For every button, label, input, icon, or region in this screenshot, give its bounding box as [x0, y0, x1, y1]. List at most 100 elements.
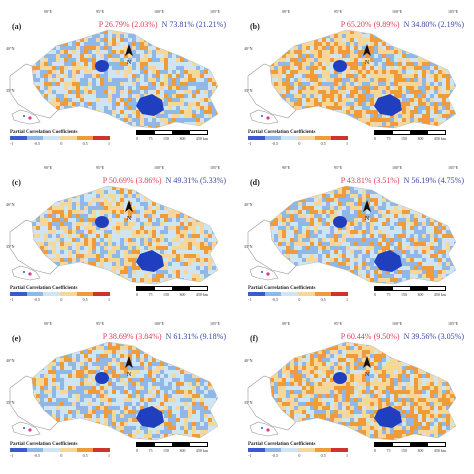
raster-cell — [438, 70, 442, 74]
raster-cell — [322, 102, 326, 106]
raster-cell — [438, 102, 442, 106]
lon-tick: 90°E — [44, 165, 53, 170]
raster-cell — [220, 218, 224, 222]
raster-cell — [458, 226, 462, 230]
raster-cell — [294, 78, 298, 82]
raster-cell — [64, 42, 68, 46]
raster-cell — [80, 62, 84, 66]
raster-cell — [220, 58, 224, 62]
raster-cell — [68, 98, 72, 102]
raster-cell — [192, 90, 196, 94]
raster-cell — [326, 98, 330, 102]
raster-cell — [430, 98, 434, 102]
raster-cell — [120, 246, 124, 250]
raster-cell — [278, 202, 282, 206]
raster-cell — [208, 74, 212, 78]
raster-cell — [180, 78, 184, 82]
raster-cell — [152, 66, 156, 70]
raster-cell — [128, 118, 132, 122]
raster-cell — [60, 202, 64, 206]
raster-cell — [132, 186, 136, 190]
raster-cell — [132, 86, 136, 90]
raster-cell — [112, 238, 116, 242]
raster-cell — [212, 110, 216, 114]
raster-cell — [100, 194, 104, 198]
raster-cell — [326, 46, 330, 50]
raster-cell — [314, 78, 318, 82]
raster-cell — [418, 82, 422, 86]
raster-cell — [160, 74, 164, 78]
raster-cell — [188, 102, 192, 106]
raster-cell — [128, 246, 132, 250]
raster-cell — [302, 94, 306, 98]
raster-cell — [96, 226, 100, 230]
raster-cell — [40, 90, 44, 94]
raster-cell — [216, 262, 218, 266]
raster-cell — [450, 198, 454, 202]
raster-cell — [410, 114, 414, 118]
raster-cell — [366, 38, 370, 42]
raster-cell — [442, 94, 446, 98]
raster-cell — [188, 30, 192, 34]
raster-cell — [132, 198, 136, 202]
raster-cell — [192, 278, 196, 282]
lat-tick: 40°N — [6, 46, 15, 51]
raster-cell — [322, 118, 326, 122]
raster-cell — [80, 210, 84, 214]
raster-cell — [212, 214, 216, 218]
raster-cell — [36, 254, 40, 258]
raster-cell — [156, 242, 160, 246]
raster-cell — [64, 66, 68, 70]
raster-cell — [140, 82, 144, 86]
raster-cell — [310, 250, 314, 254]
raster-cell — [28, 78, 32, 82]
raster-cell — [374, 62, 378, 66]
raster-cell — [350, 58, 354, 62]
raster-cell — [454, 230, 456, 234]
raster-cell — [136, 70, 140, 74]
raster-cell — [208, 286, 212, 290]
raster-cell — [152, 54, 156, 58]
raster-cell — [52, 30, 56, 34]
raster-cell — [318, 206, 322, 210]
raster-cell — [314, 214, 318, 218]
raster-cell — [192, 82, 196, 86]
scale-tick: 450 km — [433, 136, 446, 141]
raster-cell — [48, 206, 52, 210]
raster-cell — [108, 86, 112, 90]
lon-tick: 100°E — [392, 9, 403, 14]
raster-cell — [286, 118, 290, 122]
raster-cell — [394, 214, 398, 218]
raster-cell — [68, 226, 72, 230]
raster-cell — [366, 78, 370, 82]
raster-cell — [422, 110, 426, 114]
raster-cell — [184, 190, 188, 194]
raster-cell — [52, 122, 56, 126]
raster-cell — [346, 94, 350, 98]
raster-cell — [298, 226, 302, 230]
raster-cell — [354, 70, 358, 74]
raster-cell — [48, 238, 52, 242]
raster-cell — [342, 42, 346, 46]
raster-cell — [442, 78, 446, 82]
raster-cell — [84, 210, 88, 214]
raster-cell — [402, 46, 406, 50]
legend-tick: 0 — [60, 297, 63, 302]
raster-cell — [442, 122, 446, 126]
raster-cell — [60, 34, 64, 38]
raster-cell — [104, 58, 108, 62]
raster-cell — [338, 250, 342, 254]
raster-cell — [438, 78, 442, 82]
raster-cell — [28, 182, 32, 186]
raster-cell — [180, 270, 184, 274]
raster-cell — [318, 54, 322, 58]
raster-cell — [156, 250, 160, 254]
raster-cell — [334, 230, 338, 234]
raster-cell — [144, 242, 148, 246]
raster-cell — [92, 86, 96, 90]
raster-cell — [378, 90, 382, 94]
raster-cell — [116, 38, 120, 42]
raster-cell — [36, 206, 40, 210]
raster-cell — [72, 50, 76, 54]
raster-cell — [204, 86, 208, 90]
